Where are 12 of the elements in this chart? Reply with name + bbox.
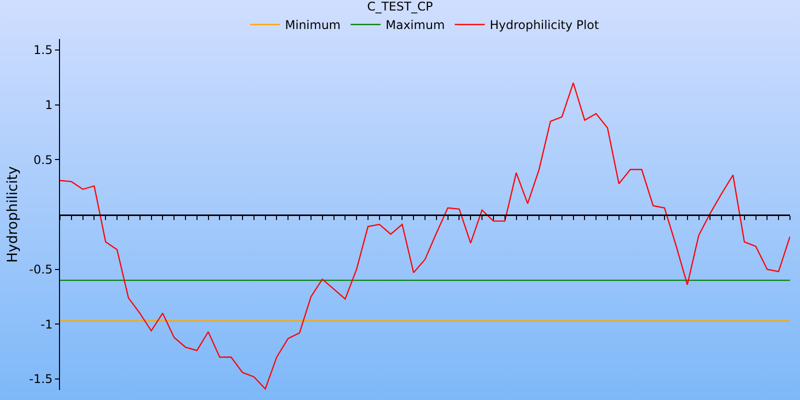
chart-title: C_TEST_CP <box>367 0 433 14</box>
y-tick-label: -1 <box>40 317 53 332</box>
y-axis-title: Hydrophilicity <box>4 166 21 263</box>
y-tick-label: -0.5 <box>29 262 53 277</box>
legend-label: Hydrophilicity Plot <box>490 18 600 32</box>
legend-label: Maximum <box>386 18 445 32</box>
y-tick-label: 0.5 <box>34 152 53 167</box>
line-series <box>60 82 790 390</box>
y-tick-label: 1.5 <box>34 43 53 58</box>
legend-label: Minimum <box>285 18 341 32</box>
y-tick-label: 1 <box>44 98 53 112</box>
y-tick-label: -1.5 <box>29 372 53 386</box>
